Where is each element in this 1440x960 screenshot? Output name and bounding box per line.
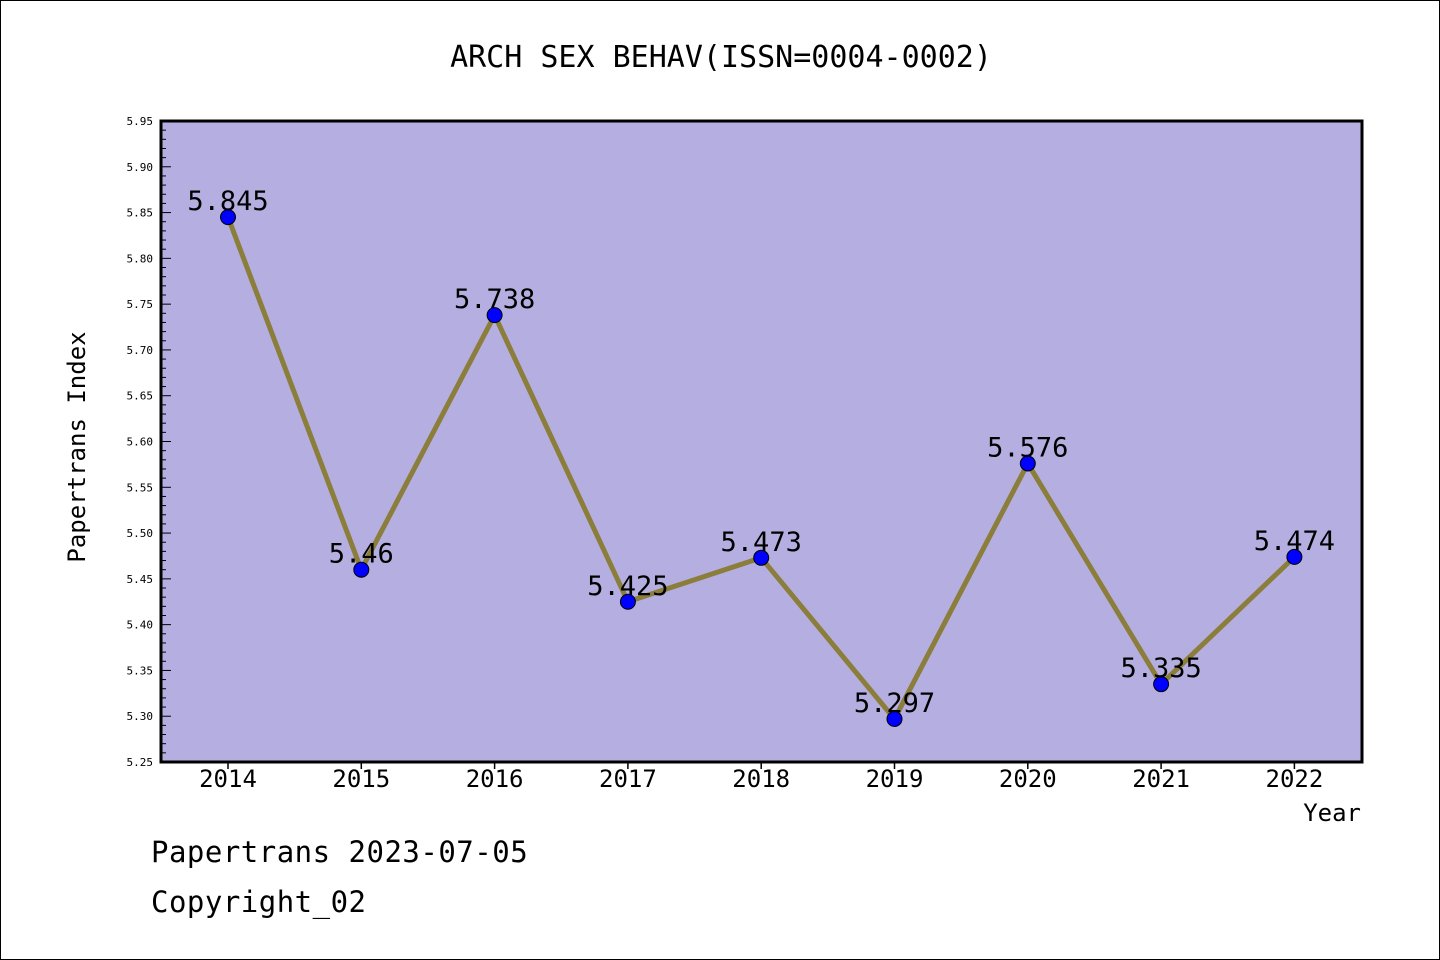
data-point xyxy=(1019,455,1036,472)
footer-date: Papertrans 2023-07-05 xyxy=(151,835,529,869)
x-tick-label: 2016 xyxy=(466,765,524,793)
y-tick-label: 5.30 xyxy=(127,710,154,723)
footer-copyright: Copyright_02 xyxy=(151,885,367,919)
data-point xyxy=(486,307,503,324)
data-label: 5.738 xyxy=(454,284,535,315)
data-label: 5.297 xyxy=(854,688,935,719)
data-label: 5.474 xyxy=(1254,526,1335,557)
y-tick-label: 5.80 xyxy=(127,252,154,265)
data-point xyxy=(1286,548,1303,565)
data-label: 5.473 xyxy=(721,527,802,558)
x-tick-label: 2021 xyxy=(1132,765,1190,793)
y-axis-label: Papertrans Index xyxy=(63,331,91,562)
x-tick-label: 2018 xyxy=(732,765,790,793)
data-label: 5.425 xyxy=(587,571,668,602)
y-tick-label: 5.60 xyxy=(127,436,154,449)
y-tick-label: 5.45 xyxy=(127,573,154,586)
data-label: 5.576 xyxy=(987,432,1068,463)
x-axis: 2014 2015 2016 2017 2018 2019 2020 2021 2022 xyxy=(199,762,1323,793)
data-point xyxy=(1153,676,1170,693)
data-point xyxy=(619,593,636,610)
y-tick-label: 5.70 xyxy=(127,344,154,357)
y-tick-label: 5.50 xyxy=(127,527,154,540)
x-tick-label: 2020 xyxy=(999,765,1057,793)
data-point xyxy=(220,209,236,226)
y-tick-label: 5.35 xyxy=(127,664,154,677)
y-tick-label: 5.95 xyxy=(127,115,154,128)
data-label: 5.46 xyxy=(329,539,394,570)
x-tick-label: 2017 xyxy=(599,765,657,793)
data-label: 5.335 xyxy=(1120,653,1201,684)
y-tick-label: 5.25 xyxy=(127,756,154,769)
y-tick-label: 5.75 xyxy=(127,298,154,311)
y-tick-label: 5.40 xyxy=(127,619,154,632)
y-tick-label: 5.55 xyxy=(127,481,154,494)
series: 5.845 5.46 5.738 5.425 5.473 5.297 5.576 5.335 5… xyxy=(187,186,1335,727)
x-tick-label: 2022 xyxy=(1266,765,1324,793)
x-tick-label: 2015 xyxy=(332,765,390,793)
x-tick-label: 2019 xyxy=(866,765,924,793)
y-axis: 5.25 5.30 5.35 5.40 5.45 5.50 5.55 5.60 5.65 5.70… xyxy=(127,115,171,769)
data-point xyxy=(353,561,370,578)
x-tick-label: 2014 xyxy=(199,765,257,793)
plot-area xyxy=(159,119,1364,764)
y-tick-label: 5.65 xyxy=(127,390,154,403)
data-point xyxy=(753,549,770,566)
y-tick-label: 5.85 xyxy=(127,207,154,220)
y-tick-label: 5.90 xyxy=(127,161,154,174)
chart-title: ARCH SEX BEHAV(ISSN=0004-0002) xyxy=(450,40,992,75)
data-label: 5.845 xyxy=(187,186,268,217)
x-axis-label: Year xyxy=(1303,799,1361,827)
data-point xyxy=(886,710,903,727)
